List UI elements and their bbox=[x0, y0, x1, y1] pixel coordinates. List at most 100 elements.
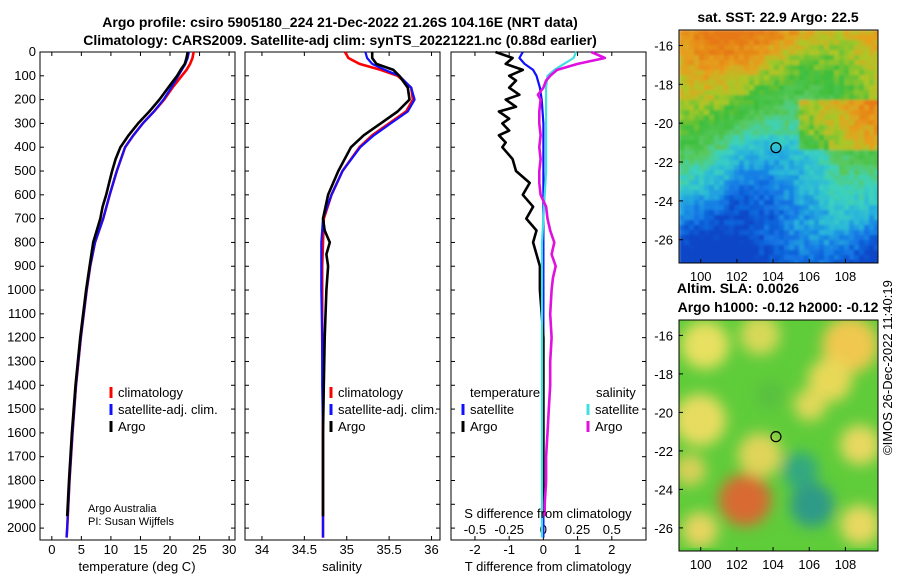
sst-cell bbox=[744, 70, 750, 76]
sst-cell bbox=[819, 90, 825, 96]
sst-cell bbox=[869, 185, 875, 191]
sst-cell bbox=[739, 225, 745, 231]
sst-cell bbox=[709, 255, 715, 261]
sst-cell bbox=[844, 135, 850, 141]
sst-cell bbox=[719, 95, 725, 101]
sst-cell bbox=[704, 155, 710, 161]
sst-cell bbox=[724, 135, 730, 141]
sst-cell bbox=[794, 100, 800, 106]
sst-cell bbox=[724, 255, 730, 261]
sst-cell bbox=[699, 65, 705, 71]
sst-cell bbox=[679, 125, 685, 131]
sst-cell bbox=[689, 220, 695, 226]
sst-cell bbox=[709, 200, 715, 206]
sst-cell bbox=[789, 85, 795, 91]
sst-cell bbox=[874, 45, 878, 51]
sst-cell bbox=[834, 100, 840, 106]
sst-cell bbox=[709, 260, 715, 263]
sst-cell bbox=[849, 90, 855, 96]
sst-cell bbox=[744, 145, 750, 151]
sst-cell bbox=[744, 250, 750, 256]
sst-cell bbox=[729, 125, 735, 131]
sst-cell bbox=[874, 90, 878, 96]
sst-cell bbox=[874, 155, 878, 161]
sst-cell bbox=[804, 165, 810, 171]
sst-cell bbox=[699, 115, 705, 121]
sst-cell bbox=[704, 250, 710, 256]
sst-cell bbox=[694, 200, 700, 206]
sst-cell bbox=[834, 165, 840, 171]
sst-cell bbox=[729, 115, 735, 121]
sst-cell bbox=[734, 155, 740, 161]
sst-cell bbox=[804, 105, 810, 111]
sst-cell bbox=[699, 165, 705, 171]
sst-cell bbox=[679, 75, 685, 81]
sst-cell bbox=[729, 35, 735, 41]
sst-cell bbox=[724, 215, 730, 221]
sst-cell bbox=[784, 260, 790, 263]
sst-cell bbox=[754, 250, 760, 256]
sst-cell bbox=[869, 75, 875, 81]
sst-cell bbox=[689, 150, 695, 156]
sst-cell bbox=[679, 65, 685, 71]
sst-cell bbox=[719, 30, 725, 36]
sst-cell bbox=[739, 210, 745, 216]
sst-cell bbox=[819, 40, 825, 46]
sst-cell bbox=[809, 85, 815, 91]
sst-cell bbox=[799, 35, 805, 41]
lon-tick-label: 106 bbox=[798, 557, 820, 572]
sst-cell bbox=[799, 170, 805, 176]
sst-cell bbox=[854, 245, 860, 251]
sst-cell bbox=[689, 70, 695, 76]
sst-cell bbox=[784, 135, 790, 141]
sst-cell bbox=[699, 210, 705, 216]
sst-cell bbox=[694, 100, 700, 106]
sst-cell bbox=[774, 235, 780, 241]
sst-cell bbox=[859, 260, 865, 263]
sst-cell bbox=[764, 85, 770, 91]
sst-cell bbox=[739, 90, 745, 96]
sst-cell bbox=[864, 240, 870, 246]
sst-cell bbox=[734, 145, 740, 151]
sst-cell bbox=[794, 150, 800, 156]
sst-cell bbox=[719, 210, 725, 216]
sst-cell bbox=[829, 85, 835, 91]
sst-cell bbox=[719, 125, 725, 131]
sst-cell bbox=[854, 135, 860, 141]
lon-tick-label: 102 bbox=[726, 269, 748, 284]
sst-cell bbox=[764, 180, 770, 186]
sst-cell bbox=[794, 55, 800, 61]
sst-cell bbox=[824, 55, 830, 61]
sst-cell bbox=[809, 245, 815, 251]
sst-cell bbox=[729, 250, 735, 256]
series-line-s-satellite bbox=[540, 51, 578, 538]
temperature-xlabel: temperature (deg C) bbox=[78, 559, 195, 574]
sla-blob bbox=[679, 454, 706, 486]
sst-cell bbox=[709, 30, 715, 36]
sla-blob bbox=[782, 452, 818, 488]
sst-cell bbox=[874, 95, 878, 101]
sst-cell bbox=[869, 240, 875, 246]
sla-blob bbox=[756, 381, 784, 409]
sst-cell bbox=[779, 110, 785, 116]
sst-cell bbox=[849, 180, 855, 186]
sst-cell bbox=[864, 175, 870, 181]
sst-cell bbox=[714, 165, 720, 171]
sst-cell bbox=[799, 110, 805, 116]
sst-cell bbox=[859, 190, 865, 196]
sst-cell bbox=[734, 105, 740, 111]
sst-cell bbox=[749, 40, 755, 46]
sst-cell bbox=[859, 155, 865, 161]
sst-cell bbox=[789, 50, 795, 56]
sst-cell bbox=[754, 150, 760, 156]
sst-cell bbox=[839, 215, 845, 221]
sst-cell bbox=[739, 80, 745, 86]
sst-cell bbox=[739, 120, 745, 126]
sst-cell bbox=[689, 195, 695, 201]
sst-cell bbox=[789, 35, 795, 41]
sst-cell bbox=[739, 95, 745, 101]
sst-cell bbox=[844, 230, 850, 236]
depth-tick-label: 1700 bbox=[7, 449, 36, 464]
sst-cell bbox=[824, 125, 830, 131]
sst-cell bbox=[724, 225, 730, 231]
